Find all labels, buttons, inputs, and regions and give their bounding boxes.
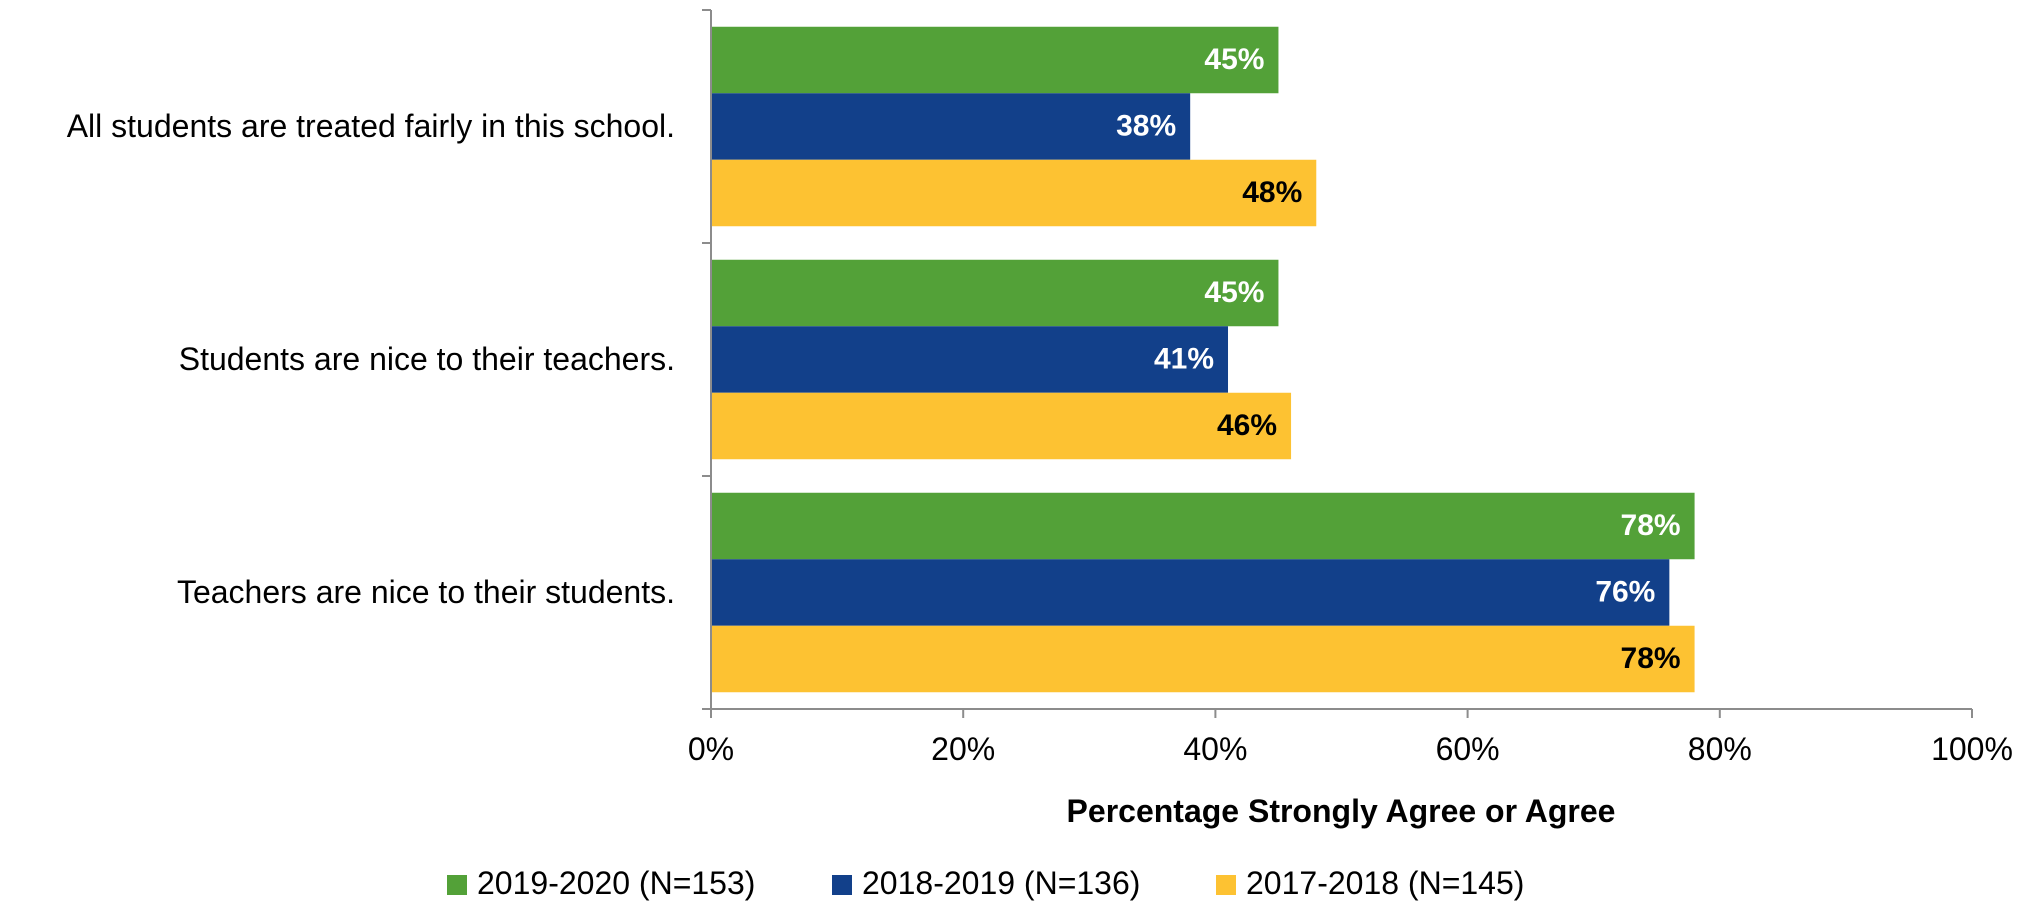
legend-label: 2018-2019 (N=136) bbox=[862, 865, 1140, 901]
bar-1-3 bbox=[711, 492, 1695, 560]
bar-3-1 bbox=[711, 159, 1317, 227]
category-label: Teachers are nice to their students. bbox=[177, 574, 675, 610]
data-label: 76% bbox=[1595, 575, 1655, 608]
data-label: 78% bbox=[1621, 509, 1681, 542]
bar-1-2 bbox=[711, 259, 1279, 327]
data-label: 48% bbox=[1242, 176, 1302, 209]
data-label: 45% bbox=[1204, 43, 1264, 76]
bar-3-3 bbox=[711, 625, 1695, 693]
category-label: Students are nice to their teachers. bbox=[179, 341, 675, 377]
legend-swatch bbox=[832, 875, 852, 895]
data-label: 46% bbox=[1217, 409, 1277, 442]
x-tick-label: 80% bbox=[1688, 731, 1752, 767]
bar-2-3 bbox=[711, 559, 1670, 626]
x-tick-label: 60% bbox=[1436, 731, 1500, 767]
x-axis-title: Percentage Strongly Agree or Agree bbox=[1067, 793, 1616, 829]
data-label: 38% bbox=[1116, 109, 1176, 142]
bar-2-2 bbox=[711, 326, 1229, 393]
category-label: All students are treated fairly in this … bbox=[67, 108, 675, 144]
x-tick-label: 0% bbox=[688, 731, 734, 767]
legend-label: 2017-2018 (N=145) bbox=[1246, 865, 1524, 901]
x-tick-label: 20% bbox=[931, 731, 995, 767]
bar-1-1 bbox=[711, 26, 1279, 94]
x-tick-label: 100% bbox=[1931, 731, 2013, 767]
legend-swatch bbox=[447, 875, 467, 895]
data-label: 41% bbox=[1154, 342, 1214, 375]
x-tick-label: 40% bbox=[1183, 731, 1247, 767]
data-label: 45% bbox=[1204, 276, 1264, 309]
legend-swatch bbox=[1216, 875, 1236, 895]
bar-3-2 bbox=[711, 392, 1292, 460]
data-label: 78% bbox=[1621, 642, 1681, 675]
legend-label: 2019-2020 (N=153) bbox=[477, 865, 755, 901]
bar-2-1 bbox=[711, 93, 1191, 160]
